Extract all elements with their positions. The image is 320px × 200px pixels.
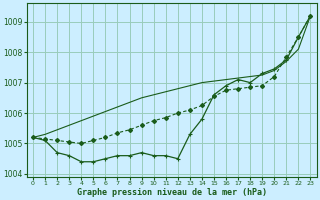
X-axis label: Graphe pression niveau de la mer (hPa): Graphe pression niveau de la mer (hPa) <box>77 188 267 197</box>
